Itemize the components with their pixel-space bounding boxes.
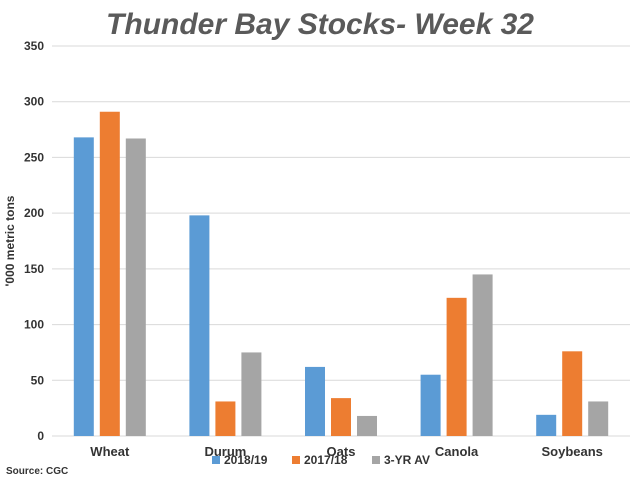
legend-label: 2018/19 bbox=[224, 453, 268, 467]
bar-soybeans-1 bbox=[536, 414, 557, 436]
y-tick-label: 0 bbox=[37, 429, 44, 443]
bar-durum-1 bbox=[189, 215, 210, 436]
x-axis-categories: Wheat Durum Oats Canola Soybeans bbox=[90, 444, 603, 459]
bar-durum-2 bbox=[215, 401, 236, 436]
legend-swatch bbox=[292, 456, 300, 464]
legend-label: 2017/18 bbox=[304, 453, 348, 467]
legend-swatch bbox=[372, 456, 380, 464]
bar-durum-3 bbox=[241, 352, 262, 436]
bar-oats-2 bbox=[331, 398, 351, 436]
y-tick-label: 200 bbox=[24, 206, 44, 220]
y-axis-ticks: 0 50 100 150 200 250 300 350 bbox=[24, 39, 44, 443]
y-tick-label: 250 bbox=[24, 150, 44, 164]
bar-oats-1 bbox=[305, 366, 325, 436]
bar-wheat-3 bbox=[125, 138, 146, 436]
bar-wheat-2 bbox=[99, 111, 120, 436]
y-tick-label: 50 bbox=[31, 373, 45, 387]
bar-soybeans-3 bbox=[588, 401, 609, 436]
bar-canola-2 bbox=[446, 297, 467, 436]
y-tick-label: 100 bbox=[24, 318, 44, 332]
bar-canola-3 bbox=[472, 274, 493, 436]
bars bbox=[73, 111, 609, 436]
legend: 2018/19 2017/18 3-YR AV bbox=[212, 453, 430, 467]
legend-label: 3-YR AV bbox=[384, 453, 430, 467]
x-category-label: Wheat bbox=[90, 444, 130, 459]
y-tick-label: 350 bbox=[24, 39, 44, 53]
bar-wheat-1 bbox=[73, 137, 94, 436]
y-tick-label: 150 bbox=[24, 262, 44, 276]
x-category-label: Oats bbox=[327, 444, 356, 459]
y-tick-label: 300 bbox=[24, 95, 44, 109]
x-category-label: Soybeans bbox=[541, 444, 602, 459]
bar-oats-3 bbox=[357, 415, 377, 436]
source-note: Source: CGC bbox=[6, 466, 68, 477]
legend-swatch bbox=[212, 456, 220, 464]
chart-title: Thunder Bay Stocks- Week 32 bbox=[106, 8, 534, 41]
y-axis-label: '000 metric tons bbox=[3, 195, 17, 286]
x-category-label: Canola bbox=[435, 444, 479, 459]
x-category-label: Durum bbox=[204, 444, 246, 459]
bar-soybeans-2 bbox=[562, 351, 583, 436]
gridlines bbox=[52, 45, 630, 437]
bar-canola-1 bbox=[420, 374, 441, 436]
